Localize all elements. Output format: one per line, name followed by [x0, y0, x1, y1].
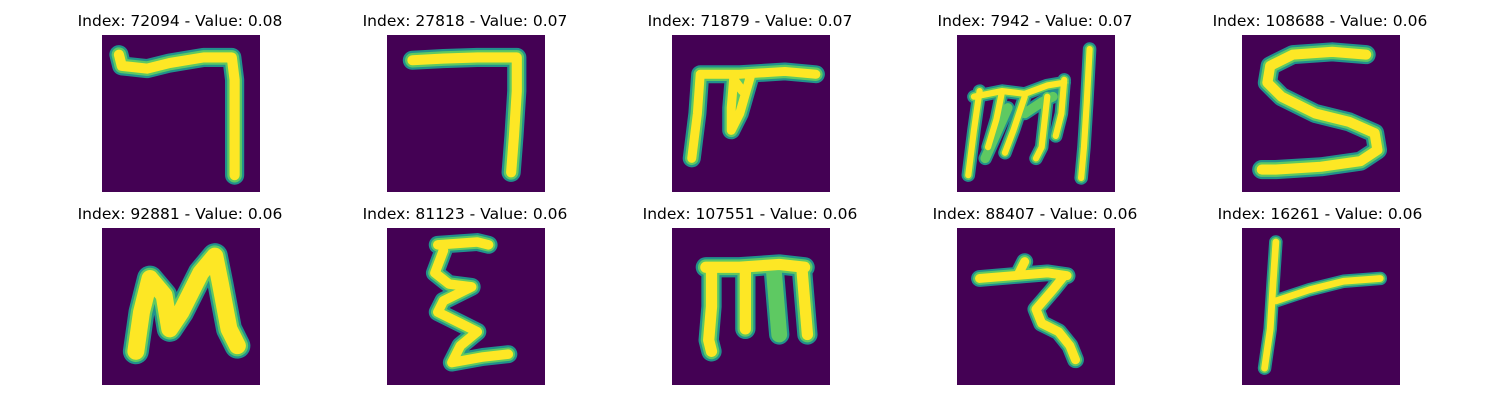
- panel-title: Index: 108688 - Value: 0.06: [1180, 12, 1460, 30]
- character-image: [957, 228, 1115, 385]
- character-image: [102, 35, 260, 192]
- character-image: [672, 35, 830, 192]
- character-image: [1242, 228, 1400, 385]
- panel-title: Index: 92881 - Value: 0.06: [40, 205, 320, 223]
- character-image: [672, 228, 830, 385]
- character-image: [957, 35, 1115, 192]
- panel-title: Index: 72094 - Value: 0.08: [40, 12, 320, 30]
- character-image: [102, 228, 260, 385]
- panel-title: Index: 88407 - Value: 0.06: [895, 205, 1175, 223]
- panel-title: Index: 107551 - Value: 0.06: [610, 205, 890, 223]
- panel-title: Index: 71879 - Value: 0.07: [610, 12, 890, 30]
- character-image: [1242, 35, 1400, 192]
- character-image: [387, 35, 545, 192]
- panel-title: Index: 7942 - Value: 0.07: [895, 12, 1175, 30]
- character-image: [387, 228, 545, 385]
- panel-title: Index: 16261 - Value: 0.06: [1180, 205, 1460, 223]
- panel-title: Index: 27818 - Value: 0.07: [325, 12, 605, 30]
- panel-title: Index: 81123 - Value: 0.06: [325, 205, 605, 223]
